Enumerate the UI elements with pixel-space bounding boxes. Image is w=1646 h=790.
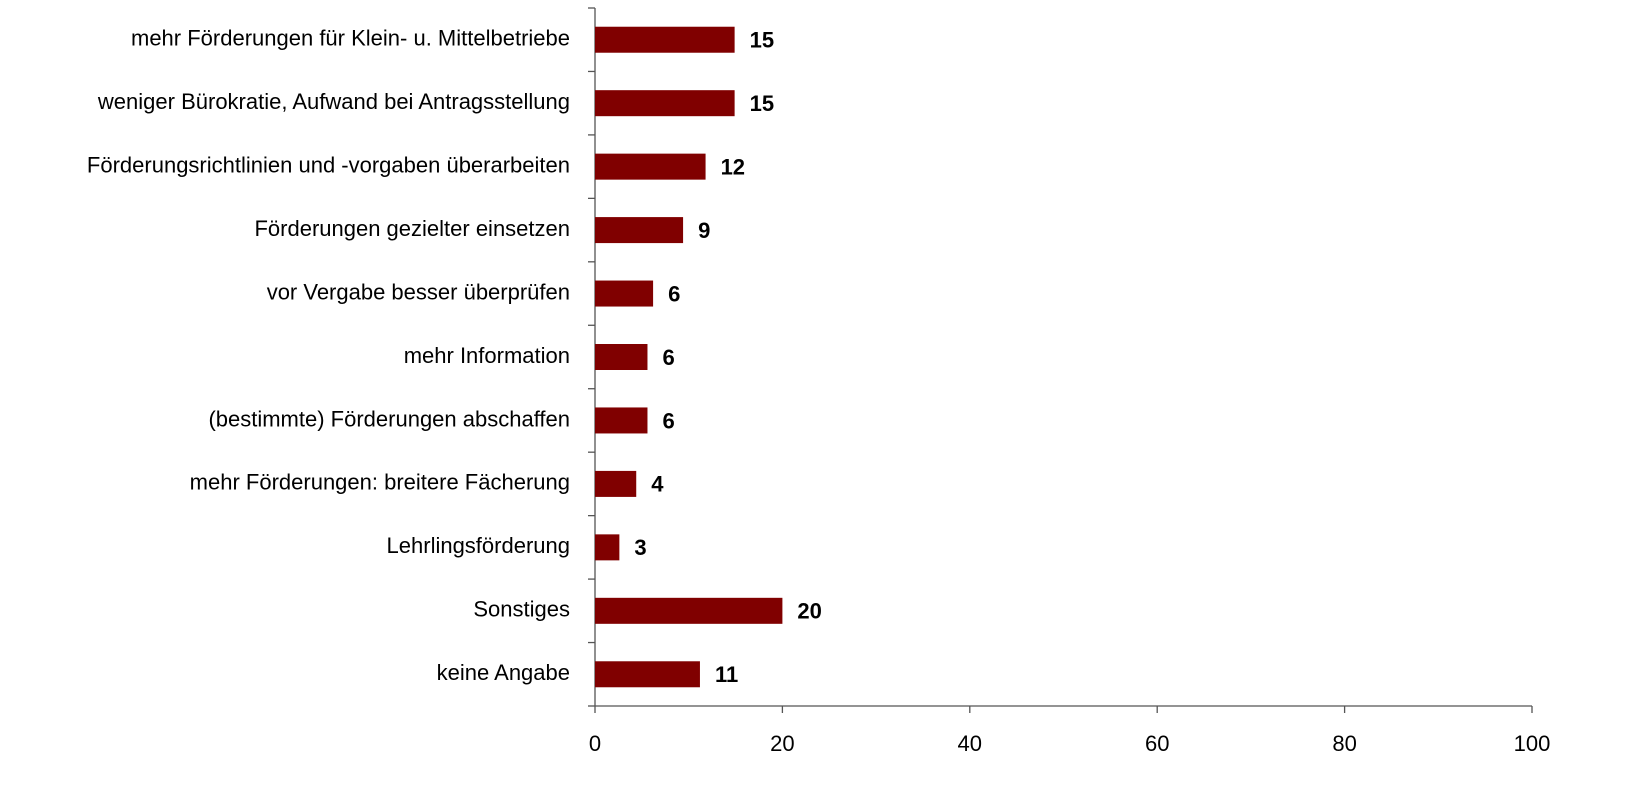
value-label: 9 — [698, 218, 710, 243]
category-label: mehr Information — [404, 343, 570, 368]
value-label: 20 — [797, 599, 821, 624]
category-label: vor Vergabe besser überprüfen — [267, 279, 570, 304]
bar — [595, 597, 783, 624]
category-label: weniger Bürokratie, Aufwand bei Antragss… — [97, 89, 570, 114]
x-tick-label: 40 — [958, 731, 982, 756]
category-label: Förderungsrichtlinien und -vorgaben über… — [87, 152, 570, 177]
value-label: 6 — [662, 345, 674, 370]
bar — [595, 470, 637, 497]
bar — [595, 407, 648, 434]
value-label: 15 — [750, 28, 774, 53]
value-label: 4 — [651, 472, 664, 497]
category-label: mehr Förderungen für Klein- u. Mittelbet… — [131, 26, 570, 51]
x-tick-label: 100 — [1514, 731, 1551, 756]
value-label: 11 — [715, 662, 738, 687]
bar — [595, 153, 706, 180]
value-label: 6 — [668, 281, 680, 306]
bar — [595, 534, 620, 561]
value-label: 6 — [662, 408, 674, 433]
x-tick-label: 60 — [1145, 731, 1169, 756]
bar — [595, 26, 735, 53]
bar — [595, 280, 654, 307]
x-tick-label: 80 — [1332, 731, 1356, 756]
value-label: 15 — [750, 91, 774, 116]
value-label: 12 — [721, 154, 745, 179]
bar — [595, 90, 735, 117]
x-tick-label: 20 — [770, 731, 794, 756]
bar — [595, 661, 700, 688]
category-label: Lehrlingsförderung — [387, 533, 570, 558]
category-label: keine Angabe — [437, 660, 570, 685]
value-label: 3 — [634, 535, 646, 560]
category-label: Förderungen gezielter einsetzen — [254, 216, 570, 241]
bar — [595, 344, 648, 370]
x-tick-label: 0 — [589, 731, 601, 756]
category-label: (bestimmte) Förderungen abschaffen — [208, 406, 570, 431]
category-label: mehr Förderungen: breitere Fächerung — [190, 470, 570, 495]
category-label: Sonstiges — [473, 597, 570, 622]
bar — [595, 217, 684, 244]
